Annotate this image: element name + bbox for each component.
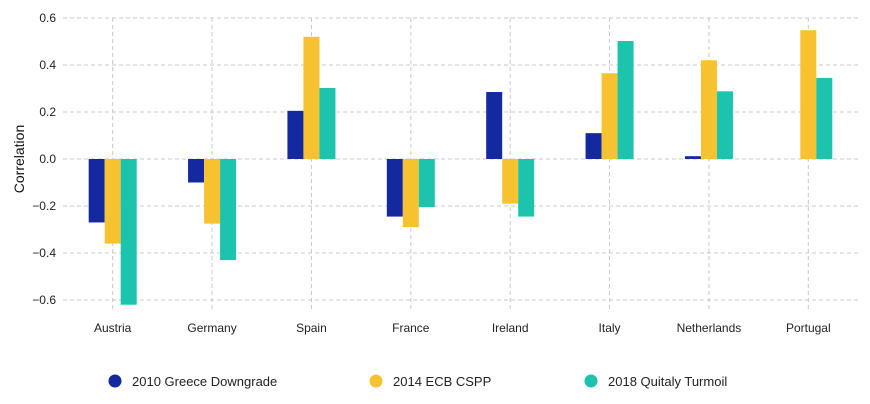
x-tick-label: Germany	[187, 321, 236, 335]
x-tick-label: Ireland	[492, 321, 529, 335]
bar	[518, 159, 535, 217]
bar	[319, 88, 336, 159]
tick-labels: 0.6 0.4 0.2 0.0 −0.2 −0.4 −0.6 Austria Germany Sp…	[32, 11, 830, 335]
legend-label: 2010 Greece Downgrade	[132, 374, 277, 389]
y-tick-label: 0.0	[39, 152, 56, 166]
gridlines	[63, 17, 858, 312]
bar	[617, 41, 634, 159]
bar	[386, 159, 403, 217]
bar	[800, 30, 817, 159]
bar	[287, 110, 304, 159]
bar	[88, 159, 105, 223]
y-tick-label: −0.4	[32, 246, 56, 260]
bar	[700, 60, 717, 159]
x-tick-label: Italy	[599, 321, 621, 335]
bar	[120, 159, 137, 305]
y-tick-label: 0.2	[39, 105, 56, 119]
y-tick-label: 0.4	[39, 58, 56, 72]
legend-label: 2014 ECB CSPP	[393, 374, 491, 389]
legend: 2010 Greece Downgrade 2014 ECB CSPP 2018 Q…	[108, 374, 727, 389]
legend-label: 2018 Quitaly Turmoil	[608, 374, 727, 389]
bar	[220, 159, 237, 261]
y-tick-label: −0.6	[32, 293, 56, 307]
bar	[402, 159, 419, 228]
x-tick-label: Spain	[296, 321, 327, 335]
x-tick-label: Austria	[94, 321, 132, 335]
bar	[188, 159, 205, 183]
bar	[486, 92, 503, 159]
y-tick-label: 0.6	[39, 11, 56, 25]
y-axis-label: Correlation	[11, 125, 27, 193]
legend-marker	[108, 374, 122, 388]
bar	[601, 73, 618, 159]
bar	[716, 91, 733, 159]
bar	[418, 159, 435, 208]
bar	[303, 36, 320, 159]
x-tick-label: France	[392, 321, 430, 335]
bar	[104, 159, 121, 244]
bar	[816, 77, 833, 159]
bar	[502, 159, 519, 204]
x-tick-label: Netherlands	[677, 321, 742, 335]
bar	[585, 133, 602, 159]
legend-marker	[369, 374, 383, 388]
bar	[204, 159, 221, 224]
bars	[88, 30, 833, 305]
legend-marker	[584, 374, 598, 388]
x-tick-label: Portugal	[786, 321, 831, 335]
bar	[684, 156, 701, 159]
y-tick-label: −0.2	[32, 199, 56, 213]
